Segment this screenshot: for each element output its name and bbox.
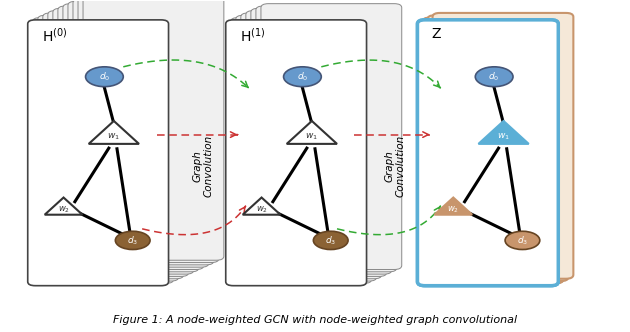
FancyBboxPatch shape — [63, 4, 203, 270]
Polygon shape — [45, 198, 83, 215]
FancyBboxPatch shape — [33, 18, 173, 284]
Text: H$^{(1)}$: H$^{(1)}$ — [239, 27, 265, 45]
FancyBboxPatch shape — [423, 18, 563, 284]
Text: $d_0$: $d_0$ — [297, 70, 308, 83]
Text: Z: Z — [432, 27, 441, 41]
Text: $d_0$: $d_0$ — [99, 70, 110, 83]
Circle shape — [284, 67, 321, 87]
FancyBboxPatch shape — [83, 0, 224, 260]
FancyBboxPatch shape — [53, 8, 193, 274]
FancyBboxPatch shape — [78, 0, 219, 263]
Polygon shape — [243, 198, 280, 215]
Text: $d_3$: $d_3$ — [325, 234, 336, 247]
FancyBboxPatch shape — [428, 15, 568, 281]
FancyBboxPatch shape — [418, 20, 558, 286]
FancyBboxPatch shape — [433, 13, 573, 279]
FancyBboxPatch shape — [28, 20, 169, 286]
FancyBboxPatch shape — [241, 13, 382, 279]
FancyBboxPatch shape — [231, 18, 372, 284]
Text: $w_1$: $w_1$ — [107, 132, 120, 142]
FancyBboxPatch shape — [58, 6, 198, 272]
FancyBboxPatch shape — [428, 15, 568, 281]
Text: $d_0$: $d_0$ — [488, 70, 500, 83]
FancyBboxPatch shape — [246, 11, 387, 277]
FancyBboxPatch shape — [261, 4, 402, 270]
Circle shape — [505, 231, 540, 250]
Circle shape — [115, 231, 150, 250]
Text: $d_3$: $d_3$ — [517, 234, 528, 247]
Text: Figure 1: A node-weighted GCN with node-weighted graph convolutional: Figure 1: A node-weighted GCN with node-… — [113, 315, 517, 325]
FancyBboxPatch shape — [73, 0, 214, 265]
Circle shape — [475, 67, 513, 87]
FancyBboxPatch shape — [68, 1, 209, 267]
Polygon shape — [89, 121, 139, 144]
Text: $w_2$: $w_2$ — [57, 205, 69, 215]
FancyBboxPatch shape — [418, 20, 558, 286]
FancyBboxPatch shape — [48, 11, 188, 277]
Polygon shape — [478, 121, 529, 144]
FancyBboxPatch shape — [226, 20, 367, 286]
FancyBboxPatch shape — [423, 21, 553, 39]
FancyBboxPatch shape — [256, 6, 397, 272]
Text: Graph
Convolution: Graph Convolution — [192, 135, 214, 197]
Text: $w_1$: $w_1$ — [497, 132, 510, 142]
FancyBboxPatch shape — [38, 15, 178, 281]
Text: H$^{(0)}$: H$^{(0)}$ — [42, 27, 67, 45]
FancyBboxPatch shape — [43, 13, 183, 279]
Text: Graph
Convolution: Graph Convolution — [384, 135, 406, 197]
Circle shape — [86, 67, 123, 87]
FancyBboxPatch shape — [236, 15, 377, 281]
FancyBboxPatch shape — [251, 8, 392, 274]
Text: $d_3$: $d_3$ — [127, 234, 139, 247]
FancyBboxPatch shape — [433, 13, 573, 279]
Text: $w_2$: $w_2$ — [256, 205, 268, 215]
Polygon shape — [287, 121, 337, 144]
FancyBboxPatch shape — [423, 18, 563, 284]
Circle shape — [313, 231, 348, 250]
Polygon shape — [435, 198, 472, 215]
Text: $w_1$: $w_1$ — [306, 132, 318, 142]
Text: $w_2$: $w_2$ — [447, 205, 459, 215]
